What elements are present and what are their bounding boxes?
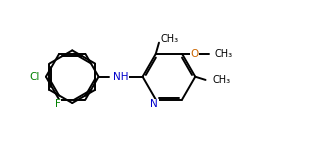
Text: N: N: [150, 99, 158, 109]
Text: CH₃: CH₃: [214, 49, 232, 59]
Text: NH: NH: [113, 72, 129, 82]
Text: CH₃: CH₃: [161, 34, 179, 44]
Text: O: O: [190, 49, 198, 59]
Text: Cl: Cl: [30, 72, 40, 82]
Text: CH₃: CH₃: [212, 75, 230, 85]
Text: F: F: [54, 99, 60, 109]
